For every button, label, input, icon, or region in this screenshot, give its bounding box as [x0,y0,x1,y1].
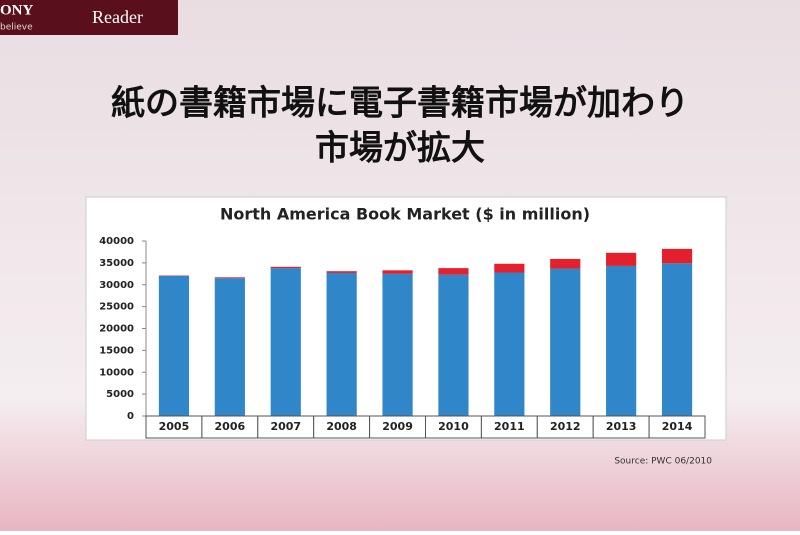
x-tick-label: 2014 [662,420,693,433]
product: Reader [92,7,143,27]
bar-segment [550,259,580,269]
x-tick-label: 2011 [494,420,525,433]
bar-segment [438,275,468,416]
y-tick-label: 0 [127,411,134,422]
chart-title: North America Book Market ($ in million) [220,205,590,224]
source: Source: PWC 06/2010 [614,457,712,467]
bar-segment [438,268,468,275]
bar-segment [662,263,692,416]
bar-segment [550,269,580,416]
bar-segment [662,249,692,263]
slide-title: 市場が拡大 [315,129,485,169]
x-tick-label: 2012 [550,420,581,433]
bar-segment [606,266,636,416]
bar-segment [327,271,357,273]
y-tick-label: 25000 [99,302,134,313]
x-tick-label: 2006 [215,420,246,433]
bar-segment [494,264,524,273]
bar-segment [327,273,357,416]
bar-segment [271,267,301,268]
brand: ONY [0,2,34,18]
x-tick-label: 2009 [382,420,413,433]
bar-segment [382,274,412,416]
bar-segment [215,278,245,416]
y-tick-label: 5000 [106,389,134,400]
bar-segment [159,276,189,416]
bar-segment [271,268,301,416]
x-tick-label: 2013 [606,420,637,433]
bar-segment [494,273,524,417]
bar-segment [382,270,412,274]
slide-title: 紙の書籍市場に電子書籍市場が加わり [111,84,689,124]
x-tick-label: 2008 [326,420,357,433]
y-tick-label: 35000 [99,258,134,269]
y-tick-label: 10000 [99,367,134,378]
y-tick-label: 40000 [99,236,134,247]
x-tick-label: 2007 [270,420,301,433]
x-tick-label: 2010 [438,420,469,433]
tagline: believe [0,23,33,33]
bar-segment [606,253,636,266]
bar-segment [215,277,245,278]
y-tick-label: 20000 [99,324,134,335]
y-tick-label: 15000 [99,345,134,356]
x-tick-label: 2005 [159,420,190,433]
y-tick-label: 30000 [99,280,134,291]
